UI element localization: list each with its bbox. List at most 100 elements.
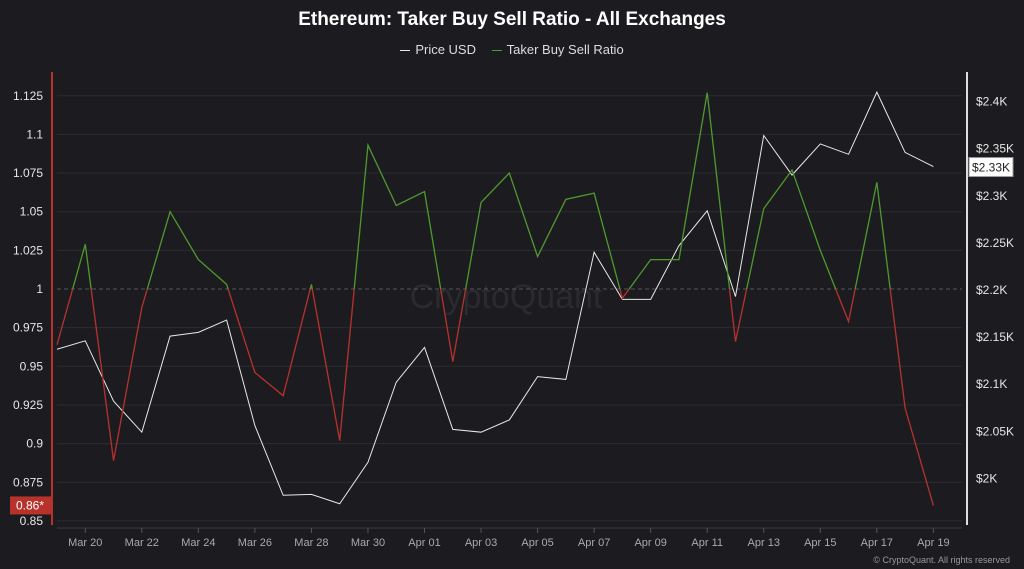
price-point [168,334,172,338]
ratio-point [309,282,313,286]
legend-label-price: Price USD [415,42,476,57]
price-point [649,297,653,301]
left-tick-label: 1.075 [13,166,43,180]
price-point [112,399,116,403]
current-price-label: $2.33K [972,161,1010,175]
ratio-point [592,191,596,195]
left-tick-label: 0.925 [13,398,43,412]
watermark: CryptoQuant [410,278,603,316]
ratio-point [564,197,568,201]
right-tick-label: $2.4K [976,95,1007,109]
left-tick-label: 0.85 [20,514,44,528]
x-tick-label: Apr 01 [408,537,440,549]
right-tick-label: $2.3K [976,189,1007,203]
price-point [903,150,907,154]
price-point [196,330,200,334]
current-price-badge [968,157,1014,178]
x-tick-label: Apr 07 [578,537,610,549]
left-tick-label: 1 [36,282,43,296]
ratio-point [55,343,59,347]
price-point [225,318,229,322]
price-point [733,295,737,299]
price-point [338,502,342,506]
current-ratio-label: 0.86* [16,498,44,512]
current-ratio-badge [10,496,51,515]
legend-label-ratio: Taker Buy Sell Ratio [506,42,624,57]
right-tick-label: $2.35K [976,142,1014,156]
x-tick-label: Mar 22 [125,537,159,549]
legend-item-price[interactable]: Price USD [400,42,476,57]
copyright-footer: © CryptoQuant. All rights reserved [873,555,1010,565]
left-tick-label: 1.125 [13,89,43,103]
ratio-point [875,180,879,184]
right-tick-label: $2.1K [976,377,1007,391]
price-point [790,173,794,177]
price-point [931,165,935,169]
right-tick-label: $2.25K [976,236,1014,250]
price-line [56,90,934,505]
legend-swatch-price [400,50,411,52]
left-tick-label: 1.1 [26,127,43,141]
ratio-point [253,370,257,374]
chart-title: Ethereum: Taker Buy Sell Ratio - All Exc… [298,9,726,30]
x-tick-label: Mar 20 [68,537,102,549]
price-point [875,90,879,94]
right-tick-label: $2K [976,471,997,485]
x-tick-label: Apr 17 [861,537,893,549]
right-tick-label: $2.05K [976,424,1014,438]
ratio-point [479,200,483,204]
ratio-point [394,204,398,208]
x-tick-label: Mar 28 [294,537,328,549]
x-tick-label: Mar 30 [351,537,385,549]
right-tick-label: $2.15K [976,330,1014,344]
price-point [705,209,709,213]
legend-swatch-ratio [491,50,502,52]
ratio-point [338,439,342,443]
ratio-point [733,340,737,344]
ratio-point [140,306,144,310]
price-point [536,375,540,379]
x-tick-label: Apr 11 [691,537,723,549]
price-point [451,427,455,431]
ratio-point [112,459,116,463]
ratio-line-above [71,92,891,289]
ratio-point [620,296,624,300]
left-tick-label: 0.9 [26,437,43,451]
ratio-point [451,360,455,364]
price-point [83,339,87,343]
legend-item-ratio[interactable]: Taker Buy Sell Ratio [491,42,624,57]
price-point [507,418,511,422]
price-point [253,424,257,428]
right-tick-label: $2.2K [976,283,1007,297]
price-point [281,493,285,497]
price-point [140,430,144,434]
price-point [366,460,370,464]
left-tick-label: 1.05 [20,205,44,219]
ratio-point [847,319,851,323]
ratio-point [423,190,427,194]
legend: Price USD Taker Buy Sell Ratio [0,42,1024,57]
x-tick-label: Apr 19 [917,537,949,549]
x-tick-label: Apr 13 [748,537,780,549]
price-point [423,345,427,349]
ratio-point [168,210,172,214]
x-tick-label: Mar 24 [181,537,215,549]
ratio-point [762,207,766,211]
ratio-point [705,91,709,95]
ratio-point [196,258,200,262]
price-point [762,133,766,137]
ratio-point [83,242,87,246]
left-tick-label: 0.975 [13,321,43,335]
ratio-point [818,248,822,252]
ratio-point [677,258,681,262]
left-tick-label: 0.875 [13,475,43,489]
price-point [847,152,851,156]
price-point [394,380,398,384]
ratio-point [903,406,907,410]
price-point [818,142,822,146]
price-point [564,377,568,381]
price-point [55,347,59,351]
x-tick-label: Apr 09 [634,537,666,549]
ratio-point [225,282,229,286]
